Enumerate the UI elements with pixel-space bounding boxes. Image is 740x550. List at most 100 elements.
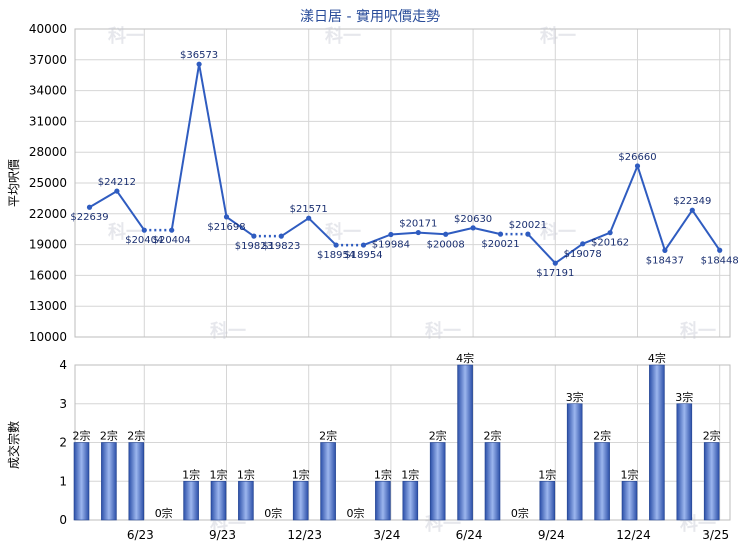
count-data-label: 3宗 <box>675 390 693 404</box>
count-bar <box>484 442 501 521</box>
price-line-segment <box>418 231 446 236</box>
price-line-segment <box>691 209 721 251</box>
count-y-axis-title: 成交宗數 <box>6 421 21 469</box>
price-data-label: $36573 <box>180 50 218 61</box>
price-line-segment <box>88 190 118 209</box>
price-line-segment <box>582 231 611 245</box>
price-line-segment <box>170 64 201 231</box>
count-data-label: 2宗 <box>319 429 337 443</box>
price-y-tick-label: 25000 <box>29 176 67 190</box>
count-data-label: 2宗 <box>703 429 721 443</box>
count-data-label: 1宗 <box>182 467 200 481</box>
count-data-label: 0宗 <box>511 506 529 520</box>
price-data-label: $20404 <box>125 235 163 246</box>
watermark-text: 科一 <box>425 320 461 342</box>
price-y-tick-label: 37000 <box>29 53 67 67</box>
price-line-segment <box>472 226 501 236</box>
watermark-text: 科一 <box>680 320 716 342</box>
price-point <box>360 242 367 248</box>
watermark-text: 科一 <box>540 221 576 243</box>
count-data-label: 1宗 <box>401 467 419 481</box>
count-data-label: 0宗 <box>155 506 173 520</box>
price-y-tick-label: 19000 <box>29 238 67 252</box>
price-line-segment <box>664 209 694 251</box>
count-y-tick-label: 1 <box>59 474 67 488</box>
count-bar <box>210 480 227 521</box>
count-bar <box>649 364 665 521</box>
watermark-text: 科一 <box>210 320 246 342</box>
price-data-label: $19984 <box>372 239 410 250</box>
price-point <box>497 231 504 237</box>
price-line-segment <box>527 233 557 264</box>
count-bar <box>402 480 419 521</box>
price-line-segment <box>445 226 474 236</box>
price-line-segment <box>554 242 584 264</box>
price-point <box>196 61 202 67</box>
price-point <box>607 230 613 236</box>
chart-title: 漾日居 - 實用呎價走勢 <box>300 9 440 25</box>
count-bar <box>457 364 473 521</box>
price-data-label: $18448 <box>701 255 739 266</box>
price-point <box>306 215 312 221</box>
price-point <box>278 233 284 239</box>
count-bar <box>183 480 199 521</box>
count-data-label: 3宗 <box>566 390 584 404</box>
count-x-tick-label: 3/24 <box>373 528 400 542</box>
count-data-label: 2宗 <box>127 429 145 443</box>
count-bar <box>375 480 391 521</box>
count-bar <box>621 480 638 521</box>
count-data-label: 1宗 <box>538 467 556 481</box>
count-bar <box>539 480 556 521</box>
price-y-tick-label: 13000 <box>29 299 67 313</box>
price-point <box>717 247 723 253</box>
count-bar <box>566 403 583 521</box>
price-point <box>251 233 257 239</box>
count-bar <box>676 403 693 521</box>
price-data-label: $19823 <box>235 241 273 252</box>
price-point <box>662 247 668 253</box>
price-line-segment <box>363 233 392 247</box>
watermark-text: 科一 <box>540 25 576 47</box>
price-point <box>333 242 339 248</box>
price-data-label: $26660 <box>618 152 656 163</box>
price-data-label: $19078 <box>564 249 602 260</box>
price-data-label: $20008 <box>427 239 465 250</box>
count-x-tick-label: 6/23 <box>127 528 154 542</box>
count-data-label: 0宗 <box>347 506 365 520</box>
price-data-label: $17191 <box>536 268 574 279</box>
price-data-label: $18954 <box>344 250 382 261</box>
price-point <box>415 229 421 236</box>
count-bar <box>101 442 117 521</box>
price-line-segment <box>116 190 146 231</box>
count-bar <box>128 442 145 521</box>
price-plot-frame <box>74 28 731 338</box>
price-point <box>552 260 558 266</box>
count-x-tick-label: 9/23 <box>209 528 236 542</box>
count-data-label: 1宗 <box>210 467 228 481</box>
price-data-label: $24212 <box>98 177 136 188</box>
count-x-tick-label: 9/24 <box>538 528 565 542</box>
price-point <box>141 227 147 233</box>
count-bar <box>292 480 309 521</box>
watermark-text: 科一 <box>108 221 144 243</box>
price-point <box>86 204 93 210</box>
count-data-label: 2宗 <box>593 429 611 443</box>
price-point <box>470 225 476 231</box>
count-data-label: 1宗 <box>374 467 392 481</box>
price-data-label: $20630 <box>454 214 492 225</box>
count-data-label: 1宗 <box>292 467 310 481</box>
price-line-segment <box>280 217 310 237</box>
price-data-label: $20021 <box>509 220 547 231</box>
price-y-tick-label: 31000 <box>29 114 67 128</box>
count-bar <box>238 480 254 521</box>
count-x-tick-label: 12/23 <box>287 528 322 542</box>
price-data-label: $19823 <box>262 241 300 252</box>
price-y-tick-label: 40000 <box>29 22 67 36</box>
count-data-label: 4宗 <box>456 351 474 365</box>
price-data-label: $18437 <box>646 255 684 266</box>
count-x-tick-label: 6/24 <box>456 528 483 542</box>
count-data-label: 1宗 <box>621 467 639 481</box>
price-data-label: $22639 <box>70 212 108 223</box>
